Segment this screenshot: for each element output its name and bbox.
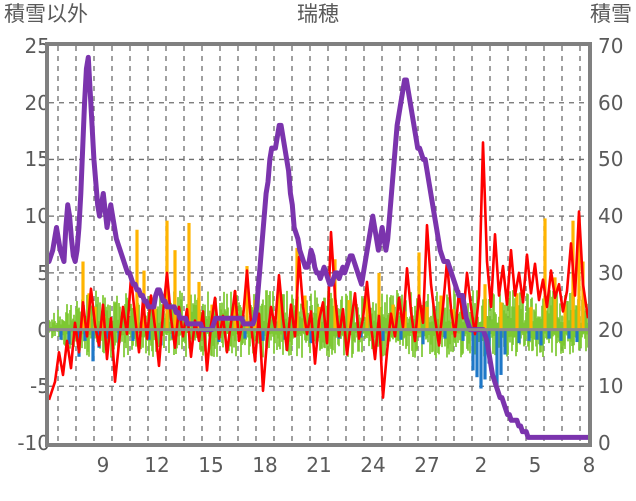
x-tick: 5 [528, 453, 542, 477]
y-tick-left: -10 [17, 431, 50, 455]
y-tick-right: 20 [598, 317, 624, 342]
y-tick-left: 20 [24, 90, 50, 115]
x-tick: 12 [144, 453, 170, 477]
y-tick-left: 0 [37, 317, 50, 342]
y-tick-right: 30 [598, 260, 624, 285]
grid-lines [49, 46, 588, 443]
x-tick: 15 [198, 453, 224, 477]
y-tick-right: 0 [598, 431, 611, 455]
x-tick: 9 [96, 453, 110, 477]
y-tick-right: 40 [598, 204, 624, 229]
chart-svg [49, 46, 588, 443]
y-tick-right: 70 [598, 34, 624, 58]
y-tick-left: 25 [24, 34, 50, 58]
y-tick-left: 10 [24, 204, 50, 229]
x-tick: 24 [360, 453, 386, 477]
plot-area [45, 42, 592, 447]
plot-inner [49, 46, 588, 443]
series-red-line [49, 141, 588, 401]
x-tick: 27 [414, 453, 440, 477]
y-tick-right: 10 [598, 374, 624, 399]
y-tick-left: 5 [37, 260, 50, 285]
y-tick-left: 15 [24, 147, 50, 172]
y-tick-right: 50 [598, 147, 624, 172]
left-axis-title: 積雪以外 [4, 2, 88, 26]
x-tick: 2 [474, 453, 488, 477]
right-axis-title: 積雪 [590, 2, 632, 26]
x-tick: 8 [582, 453, 596, 477]
series-purple-snowdepth [49, 54, 588, 440]
y-tick-left: -5 [30, 374, 50, 399]
y-tick-right: 60 [598, 90, 624, 115]
page-title: 瑞穂 [297, 2, 339, 26]
x-tick: 21 [306, 453, 332, 477]
x-tick: 18 [252, 453, 278, 477]
